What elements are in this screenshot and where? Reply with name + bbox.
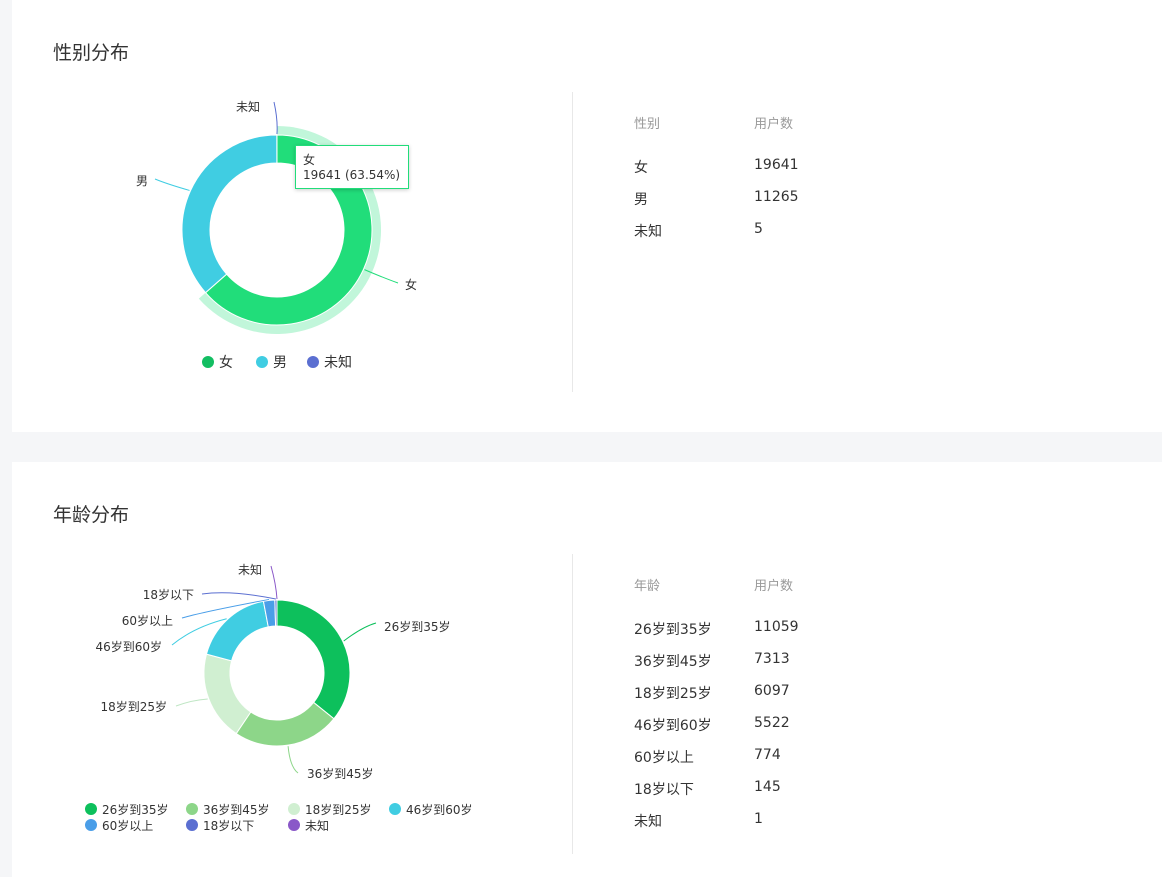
legend-label[interactable]: 60岁以上 [102, 818, 153, 833]
table-cell: 36岁到45岁 [634, 654, 712, 670]
legend-marker[interactable] [186, 803, 198, 815]
leader-line [270, 565, 278, 600]
gender-card: 性别分布 女男未知女男未知 女 19641 (63.54%) 性别 用户数 女 … [12, 0, 1162, 432]
card-divider [572, 92, 573, 392]
legend-label[interactable]: 未知 [324, 354, 352, 371]
slice-highlight [198, 126, 381, 334]
table-cell: 26岁到35岁 [634, 622, 712, 638]
pie-slice-item-0[interactable] [276, 599, 351, 720]
chart-tooltip: 女 19641 (63.54%) [295, 145, 410, 189]
age-table-header-count: 用户数 [754, 579, 794, 594]
gender-card-title: 性别分布 [53, 42, 130, 64]
slice-label: 未知 [238, 563, 262, 577]
legend-label[interactable]: 18岁以下 [203, 818, 254, 833]
table-cell: 男 [634, 192, 648, 208]
legend-marker[interactable] [288, 803, 300, 815]
legend-label[interactable]: 26岁到35岁 [102, 802, 169, 817]
leader-line [154, 178, 190, 191]
tooltip-value: 19641 (63.54%) [303, 168, 401, 182]
table-cell: 5 [754, 221, 763, 237]
slice-label: 未知 [236, 100, 260, 114]
table-cell: 11265 [754, 189, 799, 205]
age-table-header-category: 年龄 [634, 579, 661, 594]
legend-marker[interactable] [307, 356, 319, 368]
leader-line [201, 592, 276, 600]
table-cell: 18岁到25岁 [634, 686, 712, 702]
table-cell: 145 [754, 779, 781, 795]
slice-label: 36岁到45岁 [307, 766, 374, 781]
slice-label: 46岁到60岁 [95, 639, 162, 654]
legend-marker[interactable] [256, 356, 268, 368]
age-card: 年龄分布 26岁到35岁 36岁到45岁 18岁到25岁 46岁到60岁 60岁以上 18… [12, 462, 1162, 877]
table-cell: 5522 [754, 715, 790, 731]
legend-label[interactable]: 46岁到60岁 [406, 802, 473, 817]
table-cell: 女 [634, 160, 648, 176]
pie-slice-item-2[interactable] [203, 653, 252, 735]
slice-label: 60岁以上 [122, 613, 173, 628]
legend-label[interactable]: 男 [273, 355, 287, 371]
legend-marker[interactable] [85, 803, 97, 815]
age-donut-chart: 26岁到35岁36岁到45岁18岁到25岁46岁到60岁60岁以上18岁以下未知… [85, 563, 473, 833]
leader-line [343, 622, 377, 642]
legend-marker[interactable] [288, 819, 300, 831]
gender-table-header-category: 性别 [634, 117, 661, 132]
slice-label: 18岁到25岁 [100, 699, 167, 714]
table-cell: 1 [754, 811, 763, 827]
table-cell: 18岁以下 [634, 782, 694, 798]
table-cell: 46岁到60岁 [634, 718, 712, 734]
slice-label: 18岁以下 [143, 587, 194, 602]
tooltip-name: 女 [303, 153, 316, 167]
gender-donut-chart: 女男未知女男未知 [136, 100, 417, 371]
pie-slice-item-1[interactable] [235, 701, 335, 747]
pie-slice-item-1[interactable] [181, 134, 278, 294]
leader-line [364, 269, 399, 284]
leader-line [175, 698, 208, 707]
slice-label: 男 [136, 174, 148, 188]
legend-label[interactable]: 36岁到45岁 [203, 802, 270, 817]
table-cell: 19641 [754, 157, 799, 173]
leader-line [171, 618, 227, 646]
table-cell: 7313 [754, 651, 790, 667]
table-cell: 6097 [754, 683, 790, 699]
legend-label[interactable]: 女 [219, 354, 233, 371]
table-cell: 未知 [634, 224, 662, 240]
age-card-title: 年龄分布 [53, 504, 130, 526]
slice-label: 26岁到35岁 [384, 619, 451, 634]
slice-label: 女 [405, 277, 417, 292]
card-divider [572, 554, 573, 854]
legend-label[interactable]: 未知 [305, 819, 329, 833]
legend-marker[interactable] [186, 819, 198, 831]
table-cell: 774 [754, 747, 781, 763]
table-cell: 未知 [634, 814, 662, 830]
table-cell: 60岁以上 [634, 750, 694, 766]
leader-line [273, 101, 278, 135]
legend-label[interactable]: 18岁到25岁 [305, 802, 372, 817]
legend-marker[interactable] [202, 356, 214, 368]
leader-line [287, 746, 299, 774]
leader-line [181, 598, 270, 619]
legend-marker[interactable] [389, 803, 401, 815]
table-cell: 11059 [754, 619, 799, 635]
legend-marker[interactable] [85, 819, 97, 831]
gender-table-header-count: 用户数 [754, 117, 794, 132]
